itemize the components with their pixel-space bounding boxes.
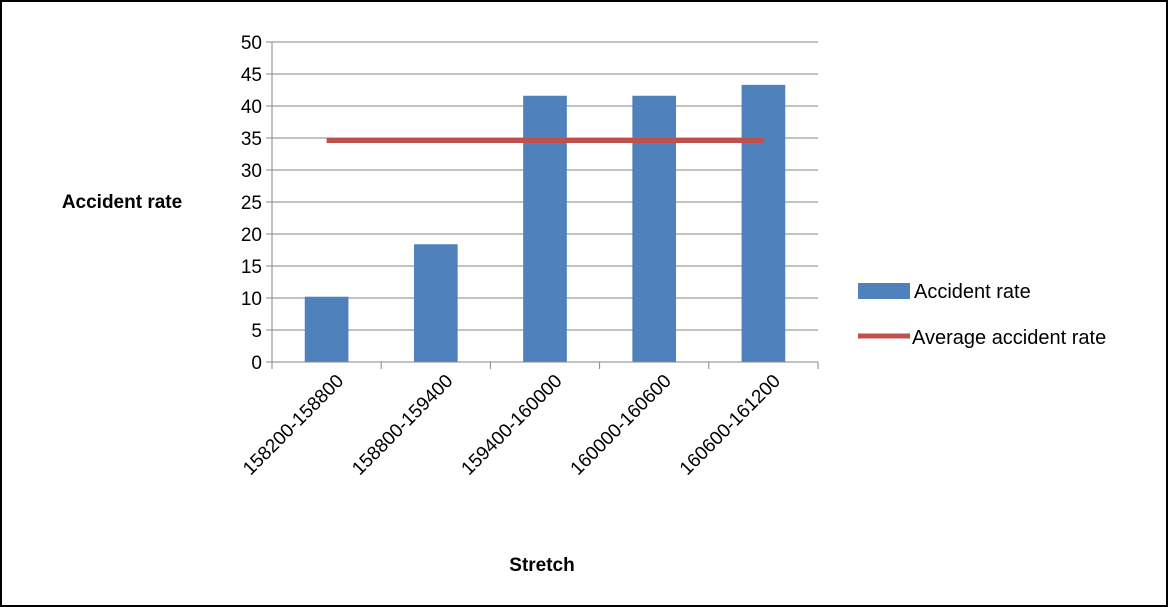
- x-tick-label: 158800-159400: [348, 371, 457, 480]
- y-tick-label: 45: [241, 65, 262, 86]
- y-axis-title: Accident rate: [62, 192, 182, 213]
- y-tick-label: 0: [251, 353, 262, 374]
- y-tick-label: 35: [241, 129, 262, 150]
- x-tick-labels: 158200-158800 158800-159400 159400-160000 1…: [239, 371, 785, 480]
- y-tick-label: 15: [241, 257, 262, 278]
- bar-accident-rate: [305, 297, 349, 362]
- y-tick-labels: 0 5 10 15 20 25 30 35 40 45 50: [241, 33, 262, 374]
- y-tick-label: 25: [241, 193, 262, 214]
- x-tick-label: 160000-160600: [567, 371, 676, 480]
- y-tick-label: 10: [241, 289, 262, 310]
- legend-label-average-accident-rate: Average accident rate: [912, 327, 1106, 349]
- bars: [305, 85, 785, 362]
- bar-accident-rate: [742, 85, 786, 362]
- x-axis-title: Stretch: [509, 555, 574, 576]
- y-tick-label: 20: [241, 225, 262, 246]
- bar-accident-rate: [632, 96, 676, 362]
- y-tick-label: 30: [241, 161, 262, 182]
- x-tick-label: 160600-161200: [676, 371, 785, 480]
- y-tick-label: 50: [241, 33, 262, 54]
- legend: Accident rate Average accident rate: [858, 281, 1106, 349]
- x-tick-label: 159400-160000: [458, 371, 567, 480]
- legend-swatch-accident-rate: [858, 283, 910, 299]
- bar-accident-rate: [414, 244, 458, 362]
- x-tick-label: 158200-158800: [239, 371, 348, 480]
- y-tick-label: 40: [241, 97, 262, 118]
- bar-accident-rate: [523, 96, 567, 362]
- y-tick-label: 5: [251, 321, 262, 342]
- legend-label-accident-rate: Accident rate: [914, 281, 1031, 303]
